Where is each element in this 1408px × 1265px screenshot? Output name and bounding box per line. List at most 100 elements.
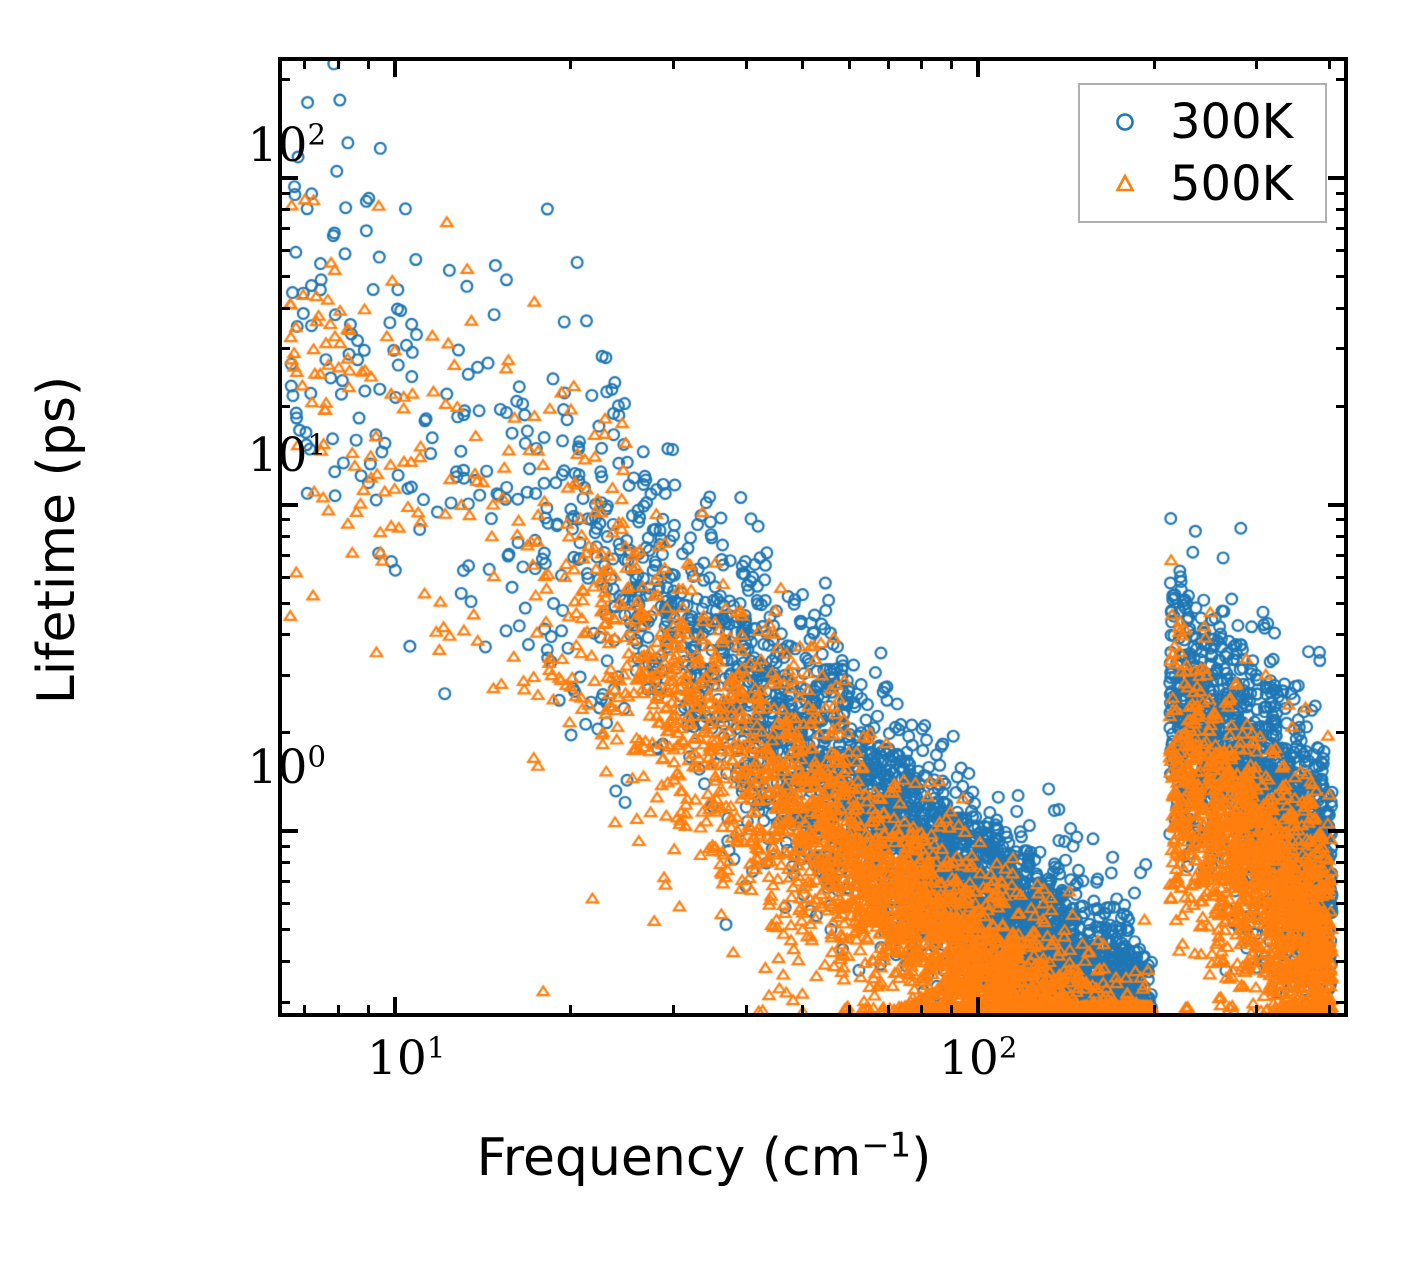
y-tick-right: [1336, 191, 1348, 195]
y-tick-right: [1336, 959, 1348, 963]
x-tick-top: [950, 57, 954, 69]
y-minor-tick: [278, 880, 290, 884]
x-tick-label-10: 101: [367, 1030, 446, 1086]
x-tick-top: [1328, 57, 1332, 69]
y-tick-right: [1336, 553, 1348, 557]
y-minor-tick: [278, 861, 290, 865]
y-tick-right: [1336, 1000, 1348, 1004]
triangle-open-icon: [1102, 161, 1148, 207]
y-tick-right: [1336, 347, 1348, 351]
y-minor-tick: [278, 78, 290, 82]
y-minor-tick: [278, 902, 290, 906]
y-tick-label-100: 102: [247, 117, 326, 173]
y-tick-right: [1328, 502, 1348, 507]
y-minor-tick: [278, 306, 290, 310]
y-minor-tick: [278, 633, 290, 637]
y-minor-tick: [278, 601, 290, 605]
y-major-tick: [278, 176, 298, 181]
y-minor-tick: [278, 731, 290, 735]
x-minor-tick: [950, 1005, 954, 1017]
x-minor-tick: [569, 1005, 573, 1017]
x-minor-tick: [801, 1005, 805, 1017]
y-minor-tick: [278, 534, 290, 538]
y-tick-right: [1336, 731, 1348, 735]
y-tick-right: [1328, 829, 1348, 834]
circle-open-icon: [1102, 99, 1148, 145]
x-minor-tick: [1255, 1005, 1259, 1017]
x-minor-tick: [920, 1005, 924, 1017]
y-tick-label-10: 101: [247, 427, 326, 483]
y-major-tick: [278, 502, 298, 507]
y-minor-tick: [278, 844, 290, 848]
y-tick-right: [1336, 601, 1348, 605]
x-tick-top: [337, 57, 341, 69]
y-tick-right: [1336, 78, 1348, 82]
legend-entry-300k[interactable]: 300K: [1080, 91, 1325, 153]
x-tick-label-100: 102: [939, 1030, 1018, 1086]
x-tick-top: [801, 57, 805, 69]
y-minor-tick: [278, 1000, 290, 1004]
y-tick-right: [1336, 928, 1348, 932]
x-tick-top: [886, 57, 890, 69]
x-tick-top: [976, 57, 981, 77]
y-tick-right: [1336, 633, 1348, 637]
y-tick-right: [1328, 176, 1348, 181]
x-tick-top: [303, 57, 307, 69]
y-minor-tick: [278, 347, 290, 351]
y-tick-right: [1336, 673, 1348, 677]
legend: 300K 500K: [1078, 83, 1327, 223]
legend-label-500k: 500K: [1170, 156, 1294, 212]
y-minor-tick: [278, 274, 290, 278]
y-minor-tick: [278, 208, 290, 212]
x-tick-top: [847, 57, 851, 69]
y-tick-right: [1336, 208, 1348, 212]
y-tick-right: [1336, 575, 1348, 579]
y-tick-label-1: 100: [247, 739, 326, 795]
x-minor-tick: [303, 1005, 307, 1017]
y-minor-tick: [278, 928, 290, 932]
y-minor-tick: [278, 249, 290, 253]
x-minor-tick: [1152, 1005, 1156, 1017]
y-minor-tick: [278, 959, 290, 963]
y-tick-right: [1336, 274, 1348, 278]
x-minor-tick: [744, 1005, 748, 1017]
x-axis-title: Frequency (cm−1): [476, 1125, 932, 1188]
y-tick-right: [1336, 844, 1348, 848]
x-tick-top: [366, 57, 370, 69]
y-major-tick: [278, 829, 298, 834]
y-minor-tick: [278, 191, 290, 195]
y-minor-tick: [278, 553, 290, 557]
legend-label-300k: 300K: [1170, 94, 1294, 150]
x-minor-tick: [337, 1005, 341, 1017]
x-minor-tick: [886, 1005, 890, 1017]
y-tick-right: [1336, 518, 1348, 522]
x-minor-tick: [671, 1005, 675, 1017]
x-tick-top: [1152, 57, 1156, 69]
y-tick-right: [1336, 404, 1348, 408]
y-minor-tick: [278, 518, 290, 522]
y-tick-right: [1336, 861, 1348, 865]
x-major-tick: [976, 997, 981, 1017]
x-minor-tick: [847, 1005, 851, 1017]
x-minor-tick: [366, 1005, 370, 1017]
x-tick-top: [744, 57, 748, 69]
y-tick-right: [1336, 902, 1348, 906]
y-tick-right: [1336, 306, 1348, 310]
x-minor-tick: [1328, 1005, 1332, 1017]
x-tick-top: [1255, 57, 1259, 69]
y-minor-tick: [278, 227, 290, 231]
y-minor-tick: [278, 404, 290, 408]
y-minor-tick: [278, 673, 290, 677]
x-tick-top: [920, 57, 924, 69]
y-tick-right: [1336, 880, 1348, 884]
x-tick-top: [569, 57, 573, 69]
y-tick-right: [1336, 534, 1348, 538]
legend-entry-500k[interactable]: 500K: [1080, 153, 1325, 215]
x-tick-top: [671, 57, 675, 69]
x-tick-top: [393, 57, 398, 77]
y-tick-right: [1336, 249, 1348, 253]
x-major-tick: [393, 997, 398, 1017]
y-tick-right: [1336, 227, 1348, 231]
y-minor-tick: [278, 575, 290, 579]
